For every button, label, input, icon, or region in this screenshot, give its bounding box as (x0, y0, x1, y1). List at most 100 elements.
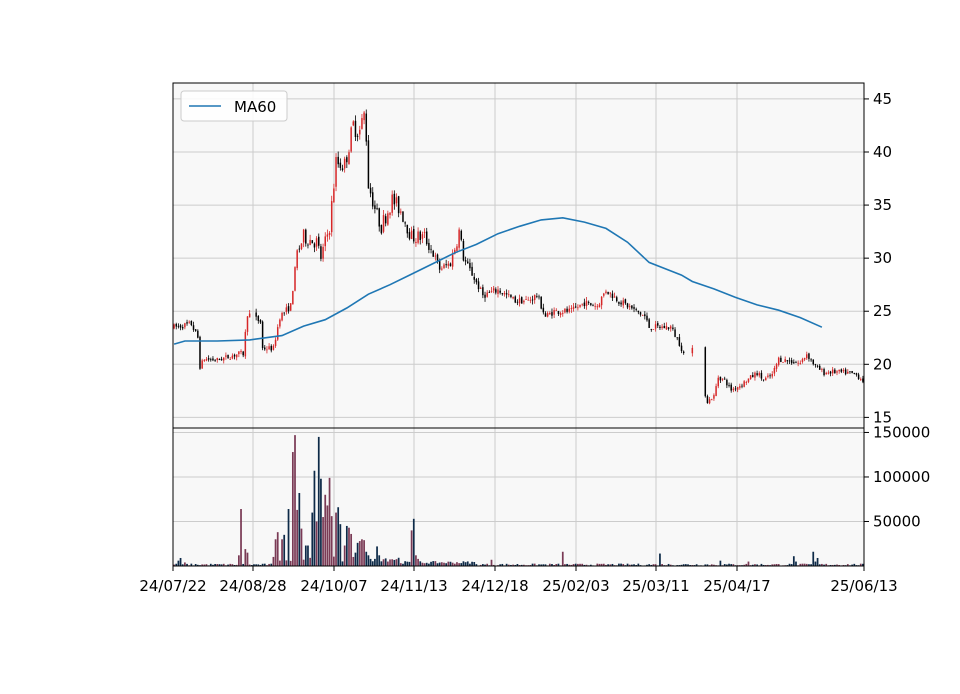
candle-body (279, 320, 281, 327)
candle-body (381, 225, 383, 233)
candle-body (335, 157, 337, 187)
candle-body (722, 379, 724, 380)
candle-body (635, 309, 637, 310)
candle-body (810, 359, 812, 360)
candle-body (292, 291, 294, 304)
volume-bar (305, 546, 307, 566)
price-ytick-label: 30 (873, 249, 892, 267)
candle-body (605, 292, 607, 293)
candle-body (610, 292, 612, 293)
candle-body (350, 127, 352, 151)
candle-body (743, 381, 745, 387)
volume-bar (184, 562, 186, 566)
volume-bar (391, 559, 393, 566)
candle-body (404, 222, 406, 223)
candle-body (242, 352, 244, 356)
candle-body (769, 375, 771, 376)
volume-bar (303, 560, 305, 566)
candle-body (843, 370, 845, 371)
candle-body (473, 277, 475, 280)
x-tick-label: 24/11/13 (380, 577, 447, 595)
candle-body (409, 232, 411, 239)
candle-body (519, 298, 521, 303)
candle-body (845, 369, 847, 374)
candle-body (424, 232, 426, 233)
candle-body (597, 306, 599, 307)
candle-body (739, 386, 741, 388)
volume-bar (435, 561, 437, 566)
volume-bar (337, 507, 339, 566)
candle-body (571, 308, 573, 309)
candle-body (851, 371, 853, 373)
candle-body (568, 309, 570, 312)
volume-bar (396, 559, 398, 566)
x-tick-label: 25/06/13 (830, 577, 897, 595)
candle-body (461, 231, 463, 240)
volume-bar (817, 558, 819, 566)
price-ytick-label: 45 (873, 90, 892, 108)
candle-body (366, 114, 368, 142)
candle-body (255, 313, 257, 317)
candle-body (515, 296, 517, 302)
volume-bar (296, 510, 298, 566)
candle-body (629, 306, 631, 307)
candle-body (659, 327, 661, 328)
candle-body (642, 315, 644, 316)
candle-body (612, 294, 614, 298)
volume-bar (363, 540, 365, 566)
candle-body (413, 229, 415, 241)
candle-body (221, 359, 223, 360)
candle-body (670, 326, 672, 328)
candle-body (314, 244, 316, 248)
candle-body (655, 324, 657, 328)
volume-bar (793, 556, 795, 566)
candle-body (823, 369, 825, 375)
candle-body (553, 310, 555, 315)
candle-body (419, 232, 421, 240)
candle-body (458, 230, 460, 248)
volume-plot-area (173, 428, 864, 566)
candle-body (808, 353, 810, 358)
candle-body (830, 372, 832, 374)
candle-body (288, 306, 290, 311)
volume-bar (393, 560, 395, 566)
candle-body (625, 299, 627, 303)
candle-body (439, 261, 441, 270)
candle-body (331, 201, 333, 232)
volume-bar (281, 539, 283, 566)
candle-body (422, 234, 424, 239)
candle-body (532, 300, 534, 301)
candle-body (258, 316, 260, 321)
volume-bar (244, 549, 246, 566)
candle-body (728, 385, 730, 386)
candle-body (599, 305, 601, 308)
candle-body (346, 157, 348, 162)
candle-body (787, 360, 789, 361)
volume-bar (447, 562, 449, 566)
volume-bar (314, 471, 316, 566)
volume-ytick-label: 100000 (873, 468, 930, 486)
candle-body (329, 233, 331, 235)
candle-body (802, 359, 804, 362)
candle-body (733, 389, 735, 390)
volume-bar (316, 521, 318, 566)
candle-body (592, 305, 594, 306)
candle-body (556, 310, 558, 311)
candle-body (765, 378, 767, 381)
candle-body (536, 296, 538, 297)
candle-body (746, 382, 748, 383)
candle-body (214, 360, 216, 361)
candle-body (486, 293, 488, 297)
volume-bar (432, 561, 434, 566)
volume-bar (376, 546, 378, 566)
volume-bar (372, 561, 374, 566)
candle-body (249, 314, 251, 318)
volume-bar (441, 562, 443, 566)
x-tick-label: 24/10/07 (300, 577, 367, 595)
legend-ma60-label: MA60 (234, 98, 276, 116)
candle-body (566, 309, 568, 312)
volume-bar (398, 558, 400, 566)
candle-body (856, 373, 858, 375)
candle-body (320, 246, 322, 259)
